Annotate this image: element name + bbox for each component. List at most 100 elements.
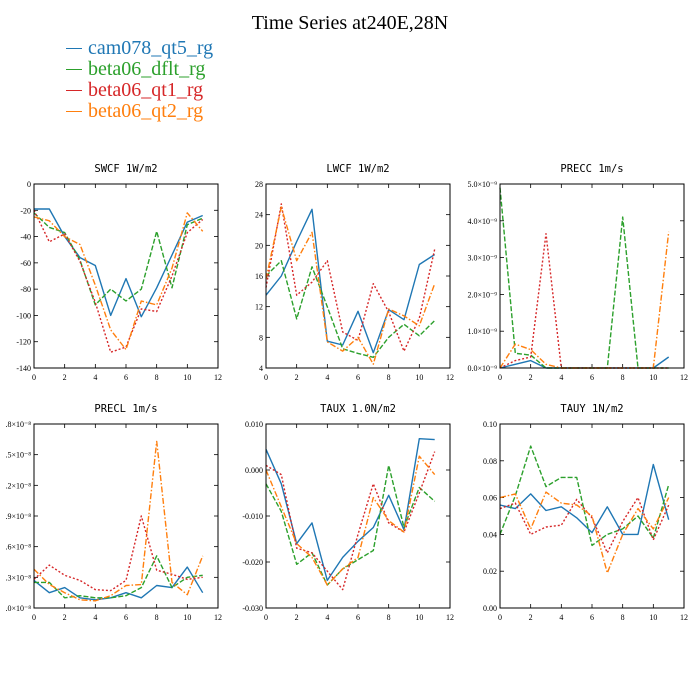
y-tick-label: 3.0×10⁻⁹ xyxy=(467,254,497,263)
y-tick-label: 0.08 xyxy=(483,457,497,466)
series-line xyxy=(34,555,203,599)
x-tick-label: 12 xyxy=(680,613,688,622)
plot-frame xyxy=(265,183,451,369)
y-tick-label: -100 xyxy=(16,311,31,320)
legend-swatch xyxy=(66,48,82,49)
x-tick-label: 0 xyxy=(32,373,36,382)
series-line xyxy=(33,209,204,353)
series-line xyxy=(499,231,670,369)
series-line xyxy=(499,496,670,554)
y-tick-label: 0.06 xyxy=(483,494,497,503)
y-tick-label: 0.04 xyxy=(483,530,497,539)
series-line xyxy=(33,515,203,592)
series-line xyxy=(265,260,436,358)
series-line xyxy=(499,463,670,536)
y-tick-label: 0.0×10⁻⁹ xyxy=(467,364,497,373)
x-tick-label: 4 xyxy=(325,613,329,622)
y-tick-label: -20 xyxy=(20,206,31,215)
y-tick-label: .5×10⁻⁸ xyxy=(5,451,31,460)
x-tick-label: 10 xyxy=(415,373,423,382)
x-tick-label: 10 xyxy=(183,613,191,622)
y-tick-label: .2×10⁻⁸ xyxy=(5,481,31,490)
y-tick-label: -140 xyxy=(16,364,31,373)
y-tick-label: -60 xyxy=(20,259,31,268)
y-tick-label: .9×10⁻⁸ xyxy=(5,512,31,521)
x-tick-label: 10 xyxy=(649,613,657,622)
chart-panel: SWCF 1W/m2 0 2 4 6 8 10 12 -140 -120 -100 -80 -60 -40… xyxy=(16,163,222,382)
series-line xyxy=(33,566,204,601)
x-tick-label: 10 xyxy=(183,373,191,382)
y-tick-label: -0.030 xyxy=(242,604,263,613)
legend-label: beta06_qt1_rg xyxy=(88,79,204,101)
x-tick-label: 4 xyxy=(559,373,563,382)
panel-title: PRECC 1m/s xyxy=(560,163,623,175)
y-tick-label: .6×10⁻⁸ xyxy=(5,543,31,552)
x-tick-label: 0 xyxy=(264,373,268,382)
y-tick-label: 1.0×10⁻⁹ xyxy=(467,327,497,336)
x-tick-label: 2 xyxy=(529,613,533,622)
panel-title: LWCF 1W/m2 xyxy=(326,163,389,175)
y-tick-label: 24 xyxy=(255,211,263,220)
x-tick-label: 12 xyxy=(214,373,222,382)
series-line xyxy=(265,208,436,354)
legend-label: cam078_qt5_rg xyxy=(88,37,214,59)
x-tick-label: 10 xyxy=(649,373,657,382)
x-tick-label: 6 xyxy=(356,613,360,622)
panel-title: TAUX 1.0N/m2 xyxy=(320,403,396,415)
y-tick-label: -0.010 xyxy=(242,512,263,521)
plot-frame xyxy=(33,423,219,609)
legend-swatch xyxy=(66,111,82,112)
y-tick-label: -80 xyxy=(20,285,31,294)
series-line xyxy=(499,356,670,369)
y-tick-label: .0×10⁻⁸ xyxy=(5,604,31,613)
x-tick-label: 8 xyxy=(155,613,159,622)
chart-panel: TAUX 1.0N/m2 0 2 4 6 8 10 12 -0.030 -0.020 -0.010 0… xyxy=(242,403,454,622)
series-line xyxy=(265,438,435,582)
chart-panel: TAUY 1N/m2 0 2 4 6 8 10 12 0.00 0.02 0.04 0.06 0.08 0… xyxy=(483,403,688,622)
y-tick-label: .3×10⁻⁸ xyxy=(5,573,31,582)
y-tick-label: 8 xyxy=(259,333,263,342)
x-tick-label: 4 xyxy=(559,613,563,622)
legend-item: cam078_qt5_rg xyxy=(66,38,213,59)
plot-frame xyxy=(499,423,685,609)
y-tick-label: 28 xyxy=(255,180,263,189)
x-tick-label: 4 xyxy=(93,373,97,382)
y-tick-label: -120 xyxy=(16,338,31,347)
x-tick-label: 8 xyxy=(621,373,625,382)
x-tick-label: 6 xyxy=(356,373,360,382)
figure-title: Time Series at240E,28N xyxy=(251,12,449,34)
chart-panel: PRECC 1m/s 0 2 4 6 8 10 12 0.0×10⁻⁹ 1.0×10⁻⁹ 2.0×1… xyxy=(467,163,688,382)
x-tick-label: 8 xyxy=(155,373,159,382)
series-line xyxy=(265,451,436,591)
series-line xyxy=(265,203,436,352)
panel-title: SWCF 1W/m2 xyxy=(94,163,157,175)
y-tick-label: 0.010 xyxy=(245,420,263,429)
y-tick-label: 0 xyxy=(27,180,31,189)
y-tick-label: 20 xyxy=(255,241,263,250)
y-tick-label: 2.0×10⁻⁹ xyxy=(467,290,497,299)
legend-item: beta06_qt2_rg xyxy=(66,101,213,122)
series-line xyxy=(33,212,203,306)
chart-panel: PRECL 1m/s 0 2 4 6 8 10 12 .0×10⁻⁸ .3×10⁻⁸ .6×10⁻⁸… xyxy=(5,403,222,622)
x-tick-label: 4 xyxy=(93,613,97,622)
x-tick-label: 0 xyxy=(32,613,36,622)
legend-swatch xyxy=(66,90,82,91)
series-line xyxy=(499,445,670,547)
y-tick-label: 0.000 xyxy=(245,466,263,475)
y-tick-label: 0.02 xyxy=(483,567,497,576)
x-tick-label: 0 xyxy=(498,373,502,382)
x-tick-label: 6 xyxy=(590,373,594,382)
y-tick-label: 0.10 xyxy=(483,420,497,429)
legend: cam078_qt5_rg beta06_dflt_rg beta06_qt1_… xyxy=(66,38,213,122)
x-tick-label: 2 xyxy=(63,373,67,382)
legend-swatch xyxy=(66,69,82,70)
y-tick-label: 12 xyxy=(255,303,263,312)
series-line xyxy=(33,440,204,602)
y-tick-label: 5.0×10⁻⁹ xyxy=(467,180,497,189)
y-tick-label: 16 xyxy=(255,272,263,281)
x-tick-label: 0 xyxy=(264,613,268,622)
x-tick-label: 2 xyxy=(529,373,533,382)
series-line xyxy=(34,208,203,318)
panel-title: PRECL 1m/s xyxy=(94,403,157,415)
